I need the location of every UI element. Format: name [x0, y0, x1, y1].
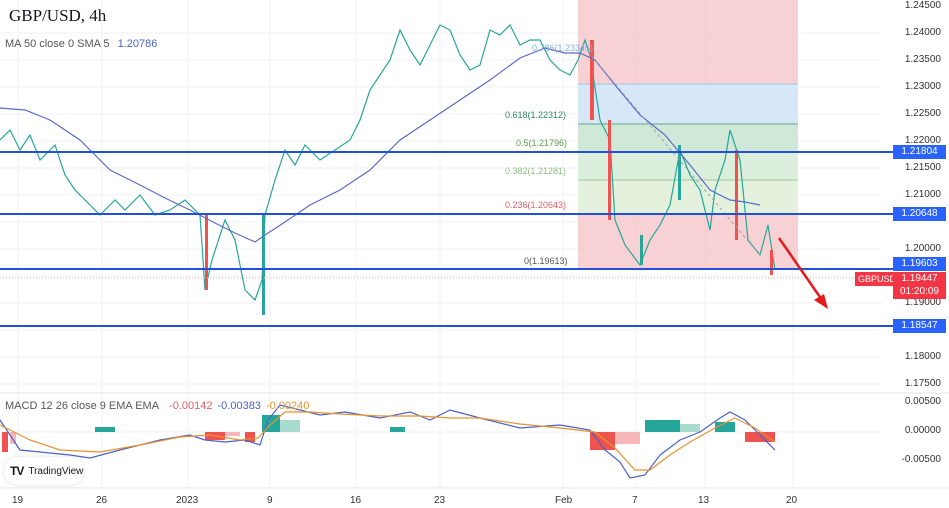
macd-signal-value: -0.00240: [265, 400, 310, 412]
price-tick: 1.23500: [904, 54, 941, 65]
down-arrow-annotation: [777, 237, 828, 309]
fib-label-0786: 0.786(1.23345): [532, 43, 594, 53]
time-tick: 16: [350, 495, 362, 506]
ma-legend-label: MA 50 close 0 SMA 5: [5, 38, 110, 50]
price-tick: 1.23000: [904, 81, 941, 92]
symbol-tag: GBPUSD: [855, 272, 899, 286]
price-tick: 1.24500: [904, 0, 941, 11]
price-tick: 1.18000: [904, 351, 941, 362]
macd-histogram-value: -0.00142: [169, 400, 213, 412]
macd-tick: -0.00500: [901, 454, 941, 465]
price-tick: 1.21500: [904, 162, 941, 173]
current-price: 1.19447: [901, 273, 938, 284]
level-tag-2[interactable]: 1.20648: [893, 207, 946, 221]
price-tick: 1.24000: [904, 27, 941, 38]
time-tick: 23: [434, 495, 446, 506]
macd-legend[interactable]: MACD 12 26 close 9 EMA EMA -0.00142 -0.003…: [5, 400, 309, 412]
macd-legend-label: MACD 12 26 close 9 EMA EMA: [5, 400, 160, 412]
tradingview-logo-icon: TV: [10, 464, 24, 478]
macd-line-value: -0.00383: [217, 400, 261, 412]
time-tick: 19: [12, 495, 24, 506]
price-tick: 1.20000: [904, 243, 941, 254]
support-resistance-levels: [0, 151, 893, 327]
macd-histogram: [2, 415, 775, 452]
bar-countdown: 01:20:09: [900, 286, 939, 297]
price-tick: 1.19000: [904, 297, 941, 308]
time-tick: 9: [267, 495, 273, 506]
ma-legend-value: 1.20786: [117, 38, 158, 50]
macd-tick: 0.00500: [904, 396, 941, 407]
time-tick: 13: [698, 495, 710, 506]
price-tick: 1.17500: [904, 378, 941, 389]
fib-label-0: 0(1.19613): [524, 256, 568, 266]
fib-label-0236: 0.236(1.20643): [505, 200, 567, 210]
ma50-line: [0, 47, 761, 243]
time-tick: 20: [786, 495, 798, 506]
fib-label-0382: 0.382(1.21281): [505, 166, 567, 176]
fib-label-0618: 0.618(1.22312): [505, 110, 567, 120]
candle-bodies: [205, 40, 773, 315]
signal-line: [0, 411, 776, 471]
time-tick: 7: [632, 495, 638, 506]
price-tick: 1.21000: [904, 189, 941, 200]
tradingview-logo[interactable]: TV TradingView: [4, 457, 84, 485]
tradingview-logo-text: TradingView: [28, 465, 84, 477]
level-tag-3[interactable]: 1.19603: [893, 257, 946, 271]
level-tag-1[interactable]: 1.21804: [893, 145, 946, 159]
macd-tick: 0.00000: [904, 425, 941, 436]
chart-title: GBP/USD, 4h: [9, 6, 107, 25]
macd-line: [0, 404, 776, 479]
level-tag-4[interactable]: 1.18547: [893, 319, 946, 333]
candles: [0, 23, 776, 302]
time-tick: 2023: [176, 495, 199, 506]
time-tick: Feb: [555, 495, 573, 506]
fib-label-05: 0.5(1.21796): [516, 138, 568, 148]
ma-legend[interactable]: MA 50 close 0 SMA 5 1.20786: [5, 38, 157, 50]
price-tick: 1.22000: [904, 135, 941, 146]
price-tick: 1.22500: [904, 108, 941, 119]
time-tick: 26: [96, 495, 108, 506]
current-price-tag: 1.19447 01:20:09: [893, 272, 946, 299]
